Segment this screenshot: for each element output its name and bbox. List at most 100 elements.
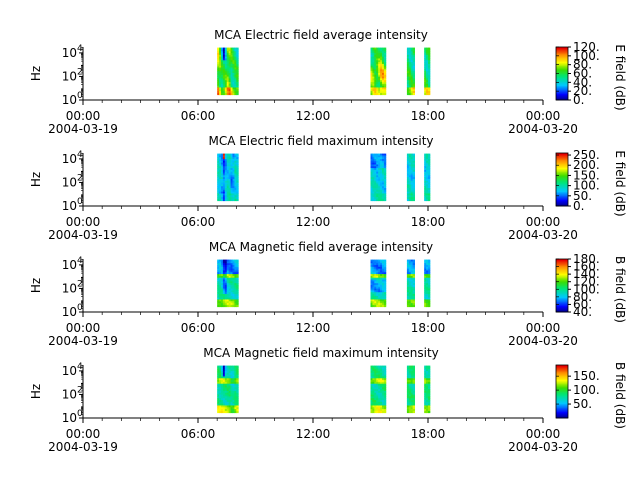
ytick-label: 10 2: [62, 279, 83, 295]
xtick-label: 18:00: [411, 109, 446, 123]
heatmap-cell: [226, 401, 230, 405]
colorbar-cell: [556, 415, 568, 418]
colorbar-cell: [556, 76, 568, 78]
heatmap-cell: [426, 49, 429, 52]
heatmap-cell: [374, 265, 377, 268]
heatmap-cell: [234, 182, 237, 185]
heatmap-cell: [408, 168, 412, 171]
heatmap-cell: [217, 53, 220, 56]
heatmap-cell: [378, 261, 381, 264]
heatmap-cell: [410, 381, 414, 385]
heatmap-cell: [424, 62, 427, 65]
heatmap-cell: [226, 184, 230, 187]
heatmap-cell: [378, 410, 381, 414]
heatmap-cell: [382, 49, 385, 52]
heatmap-cell: [412, 374, 415, 377]
heatmap-cell: [217, 78, 220, 81]
heatmap-cell: [234, 288, 237, 291]
heatmap-cell: [232, 390, 235, 394]
heatmap-cell: [221, 390, 224, 394]
heatmap-cell: [224, 275, 228, 279]
colorbar-cell: [556, 171, 568, 174]
heatmap-cell: [378, 277, 381, 280]
heatmap-cell: [217, 168, 220, 171]
heatmap-cell: [219, 403, 222, 406]
ytick-label: 10 0: [62, 91, 83, 107]
heatmap-cell: [382, 390, 385, 394]
heatmap-cell: [406, 407, 410, 410]
heatmap-cell: [230, 283, 233, 286]
xtick-label: 06:00: [181, 215, 216, 229]
heatmap-cell: [224, 274, 228, 277]
colorbar-cell: [556, 156, 568, 159]
heatmap-cell: [428, 281, 431, 284]
heatmap-cell: [378, 372, 381, 376]
panel-title: MCA Magnetic field average intensity: [209, 240, 433, 254]
heatmap-cell: [374, 283, 377, 286]
heatmap-cell: [374, 177, 377, 180]
heatmap-cell: [224, 153, 228, 156]
heatmap-cell: [376, 184, 379, 187]
heatmap-cell: [378, 87, 381, 90]
heatmap-cell: [221, 169, 224, 173]
heatmap-cell: [370, 281, 373, 284]
heatmap-cell: [412, 389, 415, 392]
colorbar-cell: [556, 160, 568, 163]
heatmap-cell: [222, 155, 226, 158]
heatmap-cell: [410, 288, 414, 291]
heatmap-cell: [219, 49, 222, 52]
xtick-date-label: 2004-03-20: [508, 228, 578, 242]
xtick-label: 00:00: [526, 321, 561, 335]
heatmap-cell: [370, 160, 373, 164]
colorbar-cell: [556, 190, 568, 192]
heatmap-cell: [410, 372, 414, 376]
heatmap-cell: [424, 270, 427, 273]
colorbar-cell: [556, 69, 568, 72]
heatmap-cell: [382, 378, 385, 381]
heatmap-cell: [376, 51, 379, 54]
heatmap-cell: [224, 398, 228, 401]
heatmap-cell: [406, 265, 410, 268]
heatmap-cell: [428, 401, 431, 405]
heatmap-cell: [382, 63, 385, 67]
heatmap-cell: [219, 283, 222, 286]
heatmap-cell: [374, 398, 377, 401]
heatmap-cell: [424, 400, 427, 403]
heatmap-cell: [228, 398, 231, 401]
heatmap-cell: [412, 376, 415, 379]
heatmap-cell: [232, 182, 235, 185]
heatmap-cell: [370, 405, 373, 408]
heatmap-cell: [221, 301, 224, 304]
heatmap-cell: [424, 171, 427, 174]
heatmap-cell: [222, 383, 226, 386]
heatmap-cell: [378, 279, 381, 282]
colorbar-cell: [556, 407, 568, 410]
heatmap-cell: [378, 294, 381, 297]
colorbar-cell: [556, 54, 568, 57]
heatmap-cell: [228, 80, 231, 83]
heatmap-cell: [374, 160, 377, 164]
heatmap-cell: [217, 372, 220, 376]
heatmap-cell: [374, 392, 377, 395]
heatmap-cell: [406, 159, 410, 162]
heatmap-cell: [236, 51, 239, 54]
heatmap-cell: [219, 65, 222, 68]
heatmap-cell: [217, 288, 220, 291]
heatmap-cell: [219, 178, 222, 182]
heatmap-cell: [424, 292, 427, 295]
heatmap-cell: [221, 392, 224, 395]
heatmap-cell: [232, 283, 235, 286]
heatmap-cell: [428, 74, 431, 77]
heatmap-cell: [236, 376, 239, 379]
heatmap-cell: [224, 288, 228, 291]
colorbar-cell: [556, 47, 568, 49]
heatmap-cell: [412, 268, 415, 271]
heatmap-cell: [374, 51, 377, 54]
heatmap-cell: [222, 74, 226, 77]
heatmap-cell: [410, 53, 414, 56]
heatmap-cell: [383, 263, 387, 266]
heatmap-cell: [219, 274, 222, 277]
heatmap-cell: [374, 270, 377, 273]
